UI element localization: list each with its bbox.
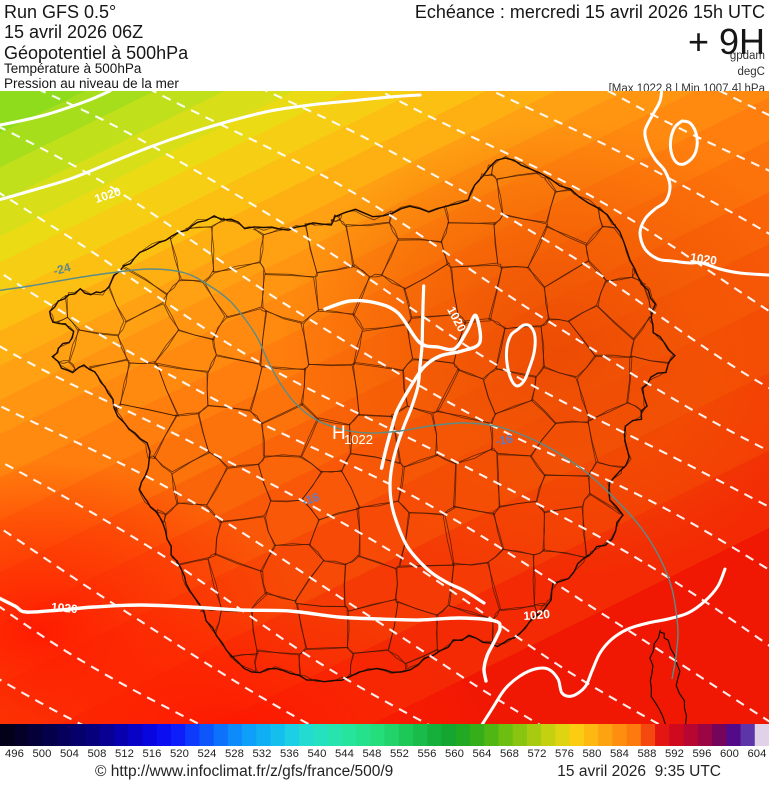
svg-text:1020: 1020: [523, 607, 551, 623]
svg-text:1020: 1020: [50, 600, 78, 616]
svg-text:1022: 1022: [344, 432, 373, 447]
